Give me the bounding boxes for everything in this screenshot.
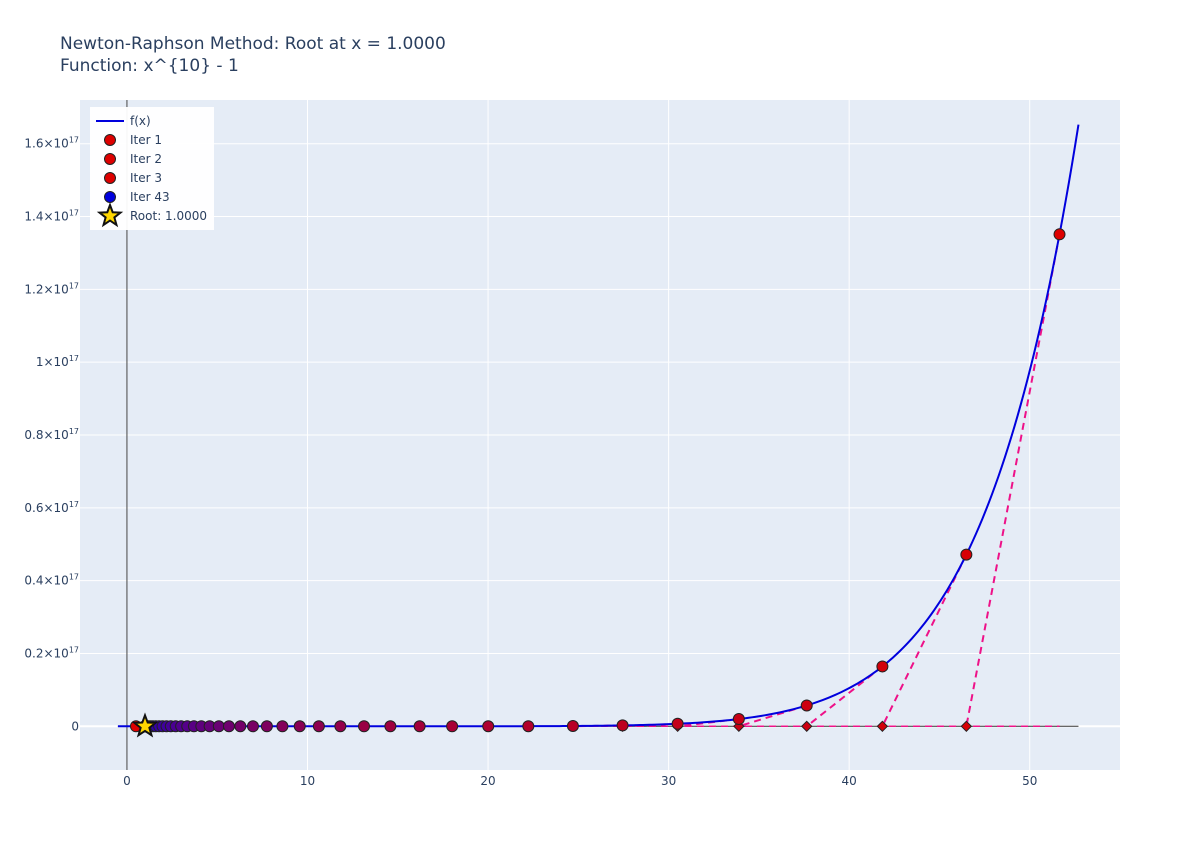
iteration-point[interactable]	[671, 717, 684, 730]
iteration-point[interactable]	[800, 699, 813, 712]
iteration-point[interactable]	[312, 720, 325, 733]
x-tick-label: 50	[1022, 774, 1037, 788]
iteration-point[interactable]	[616, 719, 629, 732]
iteration-point[interactable]	[384, 720, 397, 733]
legend-label[interactable]: Iter 1	[130, 133, 162, 147]
chart-title-block: Newton-Raphson Method: Root at x = 1.000…	[60, 33, 446, 77]
intercept-marker	[801, 720, 813, 733]
iteration-point[interactable]	[234, 720, 247, 733]
x-tick-label: 10	[300, 774, 315, 788]
iteration-point[interactable]	[876, 660, 889, 673]
y-tick-label: 0.8×1017	[24, 427, 79, 442]
legend-star-swatch	[96, 202, 124, 228]
iteration-point[interactable]	[482, 720, 495, 733]
tangent-line	[881, 554, 968, 727]
legend-label[interactable]: Iter 2	[130, 152, 162, 166]
x-tick-label: 30	[661, 774, 676, 788]
iteration-point[interactable]	[222, 720, 235, 733]
legend-label[interactable]: f(x)	[130, 114, 151, 128]
legend-marker-swatch	[104, 172, 116, 184]
point-layer	[129, 228, 1066, 738]
x-tick-label: 40	[842, 774, 857, 788]
iteration-point[interactable]	[246, 720, 259, 733]
iteration-point[interactable]	[960, 548, 973, 561]
y-tick-label: 0.6×1017	[24, 500, 79, 515]
y-tick-label: 0	[71, 719, 79, 733]
y-tick-label: 0.2×1017	[24, 645, 79, 660]
legend-label[interactable]: Iter 43	[130, 190, 170, 204]
legend-marker-swatch	[104, 134, 116, 146]
iteration-point[interactable]	[413, 720, 426, 733]
legend-marker-swatch	[104, 191, 116, 203]
y-tick-label: 0.4×1017	[24, 573, 79, 588]
iteration-point[interactable]	[293, 720, 306, 733]
iteration-point[interactable]	[566, 719, 579, 732]
root-star[interactable]	[131, 712, 159, 738]
iteration-point[interactable]	[446, 720, 459, 733]
tick-layer: 0 10 20 30 40 50 0 0.2×1017 0.4×1017 0.6×1017 0.8×…	[24, 136, 1037, 788]
intercept-marker	[960, 720, 973, 733]
chart-subtitle: Function: x^{10} - 1	[60, 56, 239, 76]
x-tick-label: 0	[123, 774, 131, 788]
x-tick-label: 20	[480, 774, 495, 788]
intercept-marker	[876, 720, 889, 733]
iteration-point[interactable]	[732, 713, 745, 726]
iteration-point[interactable]	[276, 720, 289, 733]
legend-label[interactable]: Iter 3	[130, 171, 162, 185]
y-tick-label: 1×1017	[36, 354, 79, 369]
y-tick-label: 1.6×1017	[24, 136, 79, 151]
legend-marker-swatch	[104, 153, 116, 165]
intercept-marker	[733, 720, 745, 733]
legend[interactable]: f(x) Iter 1 Iter 2 Iter 3 Iter 43 Root: 1.000…	[90, 107, 214, 230]
iteration-point[interactable]	[334, 720, 347, 733]
iteration-point[interactable]	[1053, 228, 1066, 241]
y-tick-label: 1.4×1017	[24, 209, 79, 224]
iteration-point[interactable]	[358, 720, 371, 733]
y-tick-label: 1.2×1017	[24, 281, 79, 296]
chart-title: Newton-Raphson Method: Root at x = 1.000…	[60, 34, 446, 54]
iteration-point[interactable]	[522, 720, 535, 733]
iteration-point[interactable]	[260, 720, 273, 733]
legend-label[interactable]: Root: 1.0000	[130, 209, 207, 223]
iteration-point[interactable]	[212, 720, 225, 733]
